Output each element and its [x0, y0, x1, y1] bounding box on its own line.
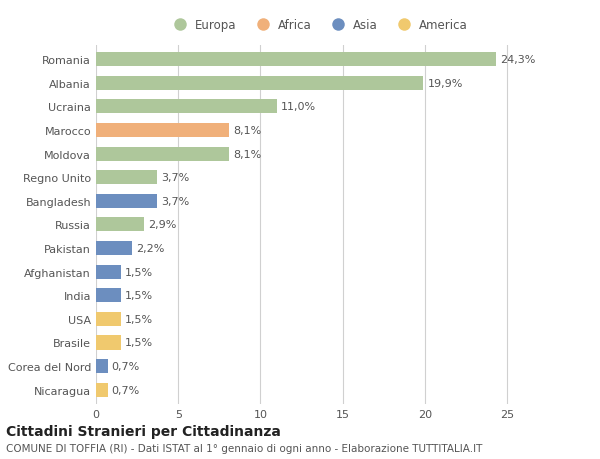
Bar [96, 147, 229, 161]
Bar [96, 289, 121, 302]
Legend: Europa, Africa, Asia, America: Europa, Africa, Asia, America [163, 14, 473, 36]
Bar [96, 383, 107, 397]
Bar [96, 265, 121, 279]
Text: Cittadini Stranieri per Cittadinanza: Cittadini Stranieri per Cittadinanza [6, 425, 281, 438]
Text: 3,7%: 3,7% [161, 196, 189, 207]
Text: 2,9%: 2,9% [148, 220, 176, 230]
Bar [96, 218, 143, 232]
Bar [96, 194, 157, 208]
Text: 8,1%: 8,1% [233, 149, 262, 159]
Text: 1,5%: 1,5% [125, 338, 153, 347]
Text: 11,0%: 11,0% [281, 102, 316, 112]
Bar [96, 123, 229, 138]
Bar [96, 53, 496, 67]
Text: COMUNE DI TOFFIA (RI) - Dati ISTAT al 1° gennaio di ogni anno - Elaborazione TUT: COMUNE DI TOFFIA (RI) - Dati ISTAT al 1°… [6, 443, 482, 453]
Text: 0,7%: 0,7% [112, 361, 140, 371]
Text: 1,5%: 1,5% [125, 267, 153, 277]
Text: 0,7%: 0,7% [112, 385, 140, 395]
Text: 3,7%: 3,7% [161, 173, 189, 183]
Text: 24,3%: 24,3% [500, 55, 535, 65]
Bar [96, 77, 423, 91]
Text: 19,9%: 19,9% [427, 78, 463, 89]
Bar [96, 359, 107, 373]
Bar [96, 312, 121, 326]
Text: 1,5%: 1,5% [125, 314, 153, 324]
Bar [96, 336, 121, 350]
Bar [96, 241, 132, 256]
Text: 8,1%: 8,1% [233, 126, 262, 136]
Text: 2,2%: 2,2% [136, 243, 164, 253]
Bar [96, 100, 277, 114]
Text: 1,5%: 1,5% [125, 291, 153, 301]
Bar [96, 171, 157, 185]
